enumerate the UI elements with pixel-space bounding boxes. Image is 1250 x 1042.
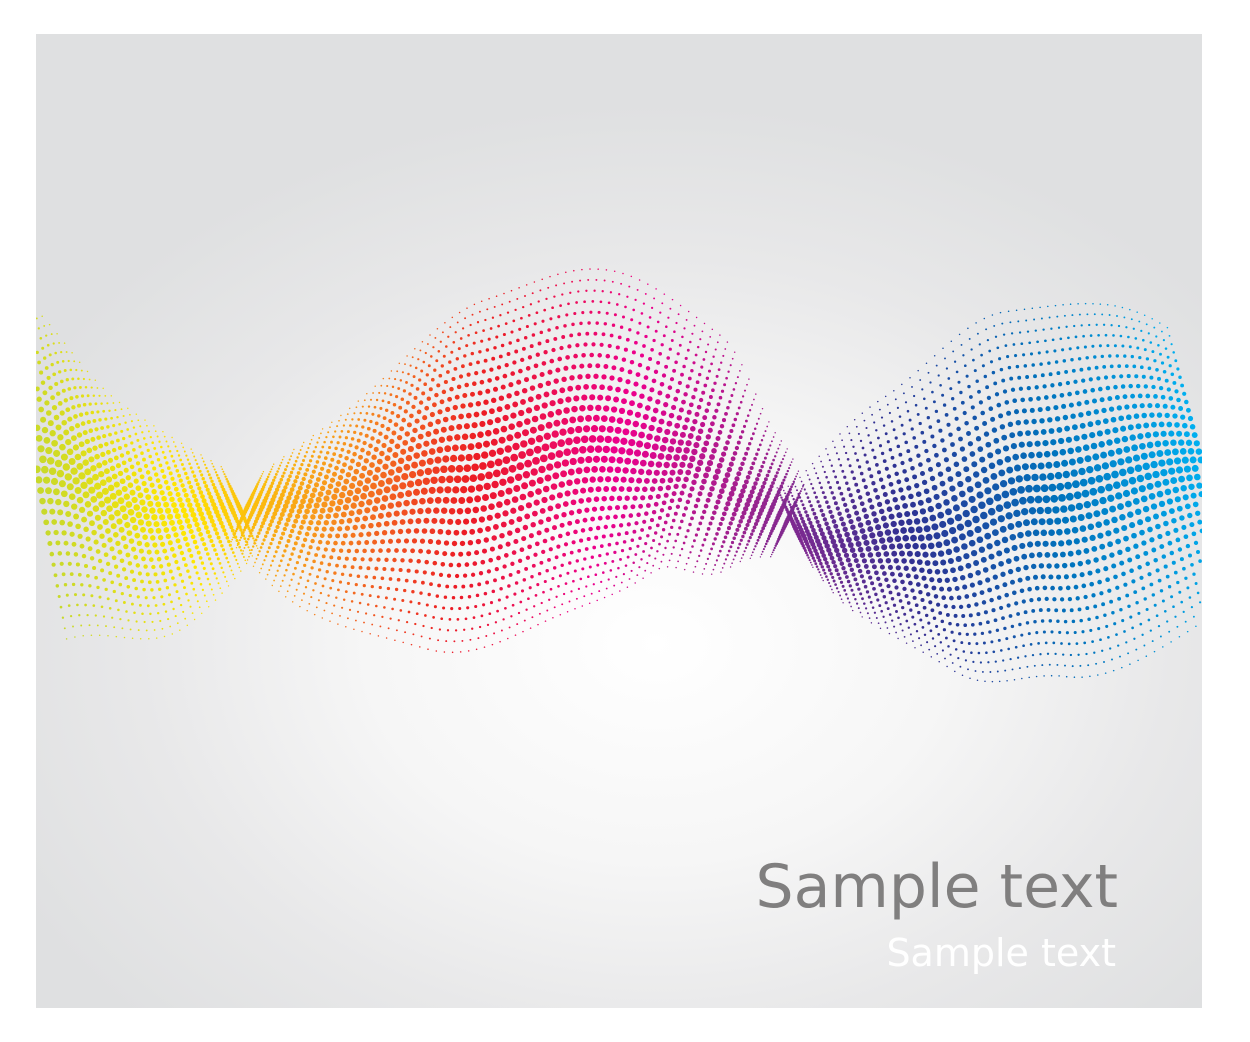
subline-text: Sample text [886, 931, 1116, 975]
headline-text: Sample text [755, 852, 1118, 922]
halftone-wave-graphic [36, 268, 1202, 683]
background-card: Sample text Sample text [36, 34, 1202, 1008]
